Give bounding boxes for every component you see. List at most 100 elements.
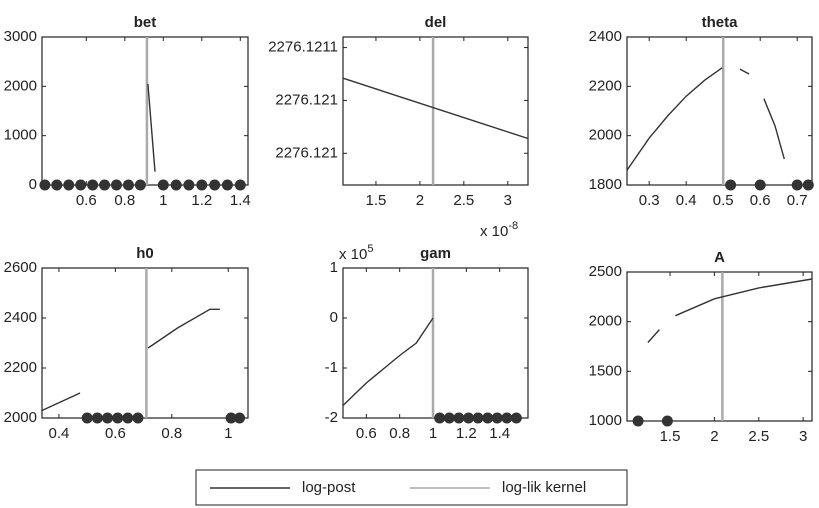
x-tick-label: 0.6 [76, 192, 97, 209]
chart-title: bet [134, 14, 157, 31]
marker [81, 412, 93, 424]
y-tick-label: 2400 [4, 309, 37, 326]
x-tick-label: 1 [224, 425, 232, 442]
x-tick-label: 2.5 [453, 192, 474, 209]
plot-area [626, 271, 813, 422]
series-line [647, 278, 813, 343]
x-tick-label: 0.8 [161, 425, 182, 442]
y-tick-label: 1800 [589, 176, 622, 193]
marker [157, 179, 169, 191]
marker [632, 415, 644, 427]
marker [122, 179, 134, 191]
marker [101, 412, 113, 424]
marker [221, 179, 233, 191]
x-tick-label: 1.5 [660, 428, 681, 445]
y-tick-label: 0 [29, 176, 37, 193]
chart-title: h0 [136, 245, 154, 262]
legend-label: log-post [302, 479, 356, 496]
chart-title: del [425, 14, 447, 31]
chart-title: theta [702, 14, 738, 31]
axis-multiplier: x 10-8 [480, 220, 518, 240]
x-tick-label: 3 [799, 428, 807, 445]
marker [51, 179, 63, 191]
marker [791, 179, 803, 191]
marker [87, 179, 99, 191]
x-tick-label: 0.6 [356, 425, 377, 442]
y-tick-label: 3000 [4, 28, 37, 45]
x-tick-label: 1.2 [191, 192, 212, 209]
series-line [626, 67, 785, 171]
marker [472, 412, 484, 424]
multiplier-base: x 10 [339, 246, 367, 263]
axis-multiplier: x 105 [339, 243, 373, 263]
y-tick-label: 2200 [589, 77, 622, 94]
y-tick-label: 1 [330, 259, 338, 276]
y-tick-label: 2276.1211 [268, 39, 338, 56]
series-line [342, 77, 529, 140]
chart-title: A [714, 249, 725, 266]
y-tick-label: -1 [325, 359, 338, 376]
marker [91, 412, 103, 424]
marker [482, 412, 494, 424]
marker [510, 412, 522, 424]
marker [183, 179, 195, 191]
marker [39, 179, 51, 191]
y-tick-label: 2400 [589, 28, 622, 45]
x-tick-label: 0.4 [49, 425, 70, 442]
marker [209, 179, 221, 191]
marker [225, 412, 237, 424]
marker [501, 412, 513, 424]
x-tick-label: 1 [159, 192, 167, 209]
marker [75, 179, 87, 191]
marker [234, 179, 246, 191]
y-tick-label: 1000 [589, 412, 622, 429]
plot-area [41, 267, 249, 419]
marker [112, 412, 124, 424]
x-tick-label: 2 [416, 192, 424, 209]
x-tick-label: 2.5 [748, 428, 769, 445]
series-line [147, 83, 156, 172]
x-tick-label: 0.6 [105, 425, 126, 442]
y-tick-label: 2000 [4, 409, 37, 426]
y-tick-label: 2276.121 [275, 144, 338, 161]
plot-area [41, 36, 249, 186]
marker [196, 179, 208, 191]
x-tick-label: 0.5 [713, 192, 734, 209]
x-tick-label: 0.8 [114, 192, 135, 209]
marker [234, 412, 246, 424]
marker [443, 412, 455, 424]
series-line [41, 308, 220, 412]
multiplier-exponent: 5 [367, 243, 373, 255]
marker [111, 179, 123, 191]
marker [132, 412, 144, 424]
y-tick-label: 1500 [589, 362, 622, 379]
marker [99, 179, 111, 191]
y-tick-label: 2000 [589, 127, 622, 144]
marker [453, 412, 465, 424]
y-tick-label: 1000 [4, 127, 37, 144]
marker [725, 179, 737, 191]
marker [63, 179, 75, 191]
y-tick-label: 0 [330, 309, 338, 326]
multiplier-base: x 10 [480, 223, 508, 240]
marker [170, 179, 182, 191]
legend-label: log-lik kernel [502, 479, 586, 496]
y-tick-label: 2500 [589, 263, 622, 280]
y-tick-label: 2600 [4, 259, 37, 276]
marker [661, 415, 673, 427]
y-tick-label: -2 [325, 409, 338, 426]
plot-area [342, 36, 529, 186]
x-tick-label: 0.8 [389, 425, 410, 442]
x-tick-label: 1.4 [489, 425, 510, 442]
marker [754, 179, 766, 191]
x-tick-label: 0.3 [639, 192, 660, 209]
x-tick-label: 1.5 [366, 192, 387, 209]
marker [802, 179, 814, 191]
marker [134, 179, 146, 191]
marker [463, 412, 474, 424]
x-tick-label: 0.4 [676, 192, 697, 209]
x-tick-label: 0.6 [750, 192, 771, 209]
marker [434, 412, 446, 424]
plot-area [626, 36, 813, 186]
